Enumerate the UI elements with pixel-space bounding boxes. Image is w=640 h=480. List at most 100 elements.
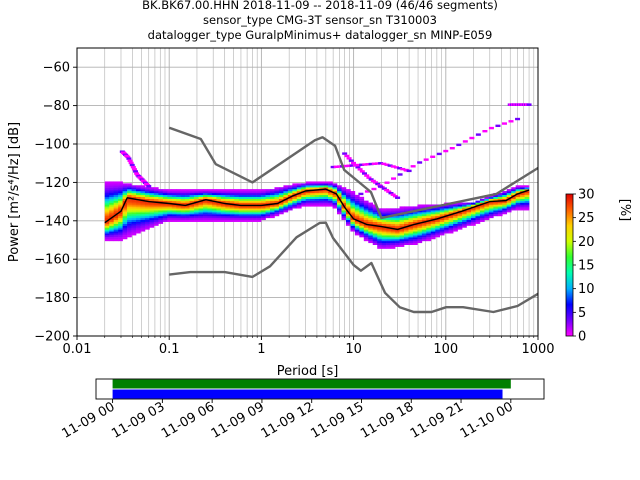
heatmap-cell [350, 194, 356, 197]
heatmap-cell [136, 196, 141, 199]
heatmap-cell [122, 237, 128, 240]
heatmap-cell [118, 231, 123, 234]
heatmap-cell [497, 208, 503, 211]
heatmap-cell [511, 196, 516, 199]
heatmap-cell [118, 198, 123, 201]
heatmap-cell [354, 214, 360, 217]
heatmap-cell [363, 212, 369, 215]
heatmap-cell [305, 187, 311, 190]
heatmap-cell [386, 223, 391, 226]
heatmap-cell [377, 231, 382, 234]
heatmap-cell [439, 221, 445, 224]
heatmap-cell [274, 210, 280, 213]
heatmap-cell [337, 204, 342, 207]
heatmap-cell [136, 210, 141, 213]
heatmap-cell [399, 244, 405, 247]
heatmap-cell [211, 191, 217, 194]
heatmap-cell [229, 214, 235, 217]
heatmap-cell [310, 200, 315, 203]
heatmap-cell [162, 214, 168, 217]
heatmap-cell [198, 206, 204, 209]
heatmap-cell [153, 214, 159, 217]
heatmap-cell [457, 214, 463, 217]
heatmap-cell [109, 239, 114, 242]
heatmap-cell [524, 202, 530, 205]
heatmap-cell [497, 192, 503, 196]
heatmap-cell [211, 210, 217, 213]
heatmap-cell [363, 210, 369, 213]
heatmap-cell [471, 204, 476, 207]
heatmap-cell [171, 191, 177, 194]
heatmap-cell [247, 206, 253, 209]
heatmap-cell [252, 208, 257, 211]
heatmap-cell [176, 204, 181, 207]
heatmap-cell [475, 214, 481, 217]
heatmap-cell [345, 194, 351, 197]
heatmap-cell [435, 219, 441, 222]
outlier-cell [488, 126, 494, 130]
heatmap-cell [153, 219, 159, 222]
heatmap-cell [144, 208, 150, 211]
heatmap-cell [140, 189, 146, 192]
heatmap-cell [104, 223, 110, 226]
heatmap-cell [412, 208, 418, 211]
heatmap-cell [149, 217, 155, 221]
heatmap-cell [104, 202, 110, 205]
heatmap-cell [404, 210, 409, 213]
heatmap-cell [194, 210, 199, 213]
outlier-cell [131, 168, 137, 171]
heatmap-cell [506, 198, 512, 201]
heatmap-cell [162, 219, 168, 222]
heatmap-cell [203, 214, 208, 217]
heatmap-cell [363, 214, 369, 217]
heatmap-cell [395, 240, 400, 244]
heatmap-cell [238, 217, 244, 221]
heatmap-cell [247, 202, 253, 205]
heatmap-cell [314, 204, 320, 207]
heatmap-cell [144, 225, 150, 228]
heatmap-cell [162, 192, 168, 196]
outlier-cell [352, 164, 358, 167]
heatmap-cell [189, 216, 195, 219]
heatmap-cell [377, 233, 382, 236]
heatmap-cell [395, 216, 400, 219]
outlier-cell [397, 173, 403, 176]
x-tick-label: 1000 [521, 342, 554, 357]
heatmap-cell [131, 221, 137, 224]
colorbar-tick-label: 15 [578, 259, 595, 274]
heatmap-cell [274, 204, 280, 207]
heatmap-cell [404, 223, 409, 226]
heatmap-cell [430, 204, 436, 207]
heatmap-cell [430, 210, 436, 213]
heatmap-cell [515, 196, 521, 199]
heatmap-cell [238, 216, 244, 219]
heatmap-cell [144, 206, 150, 209]
heatmap-cell [256, 216, 262, 219]
heatmap-cell [283, 204, 289, 207]
outlier-cell [381, 162, 387, 166]
heatmap-cell [511, 202, 516, 205]
heatmap-cell [238, 214, 244, 217]
heatmap-cell [109, 196, 114, 199]
heatmap-cell [462, 212, 467, 215]
heatmap-cell [484, 198, 490, 201]
heatmap-cell [363, 208, 369, 211]
heatmap-cell [381, 229, 387, 232]
heatmap-cell [390, 246, 396, 249]
heatmap-cell [261, 214, 266, 217]
heatmap-cell [359, 223, 365, 226]
heatmap-cell [337, 192, 342, 196]
heatmap-cell [359, 202, 365, 205]
heatmap-cell [314, 185, 320, 188]
heatmap-cell [408, 227, 414, 230]
heatmap-cell [131, 227, 137, 230]
heatmap-cell [220, 194, 226, 197]
heatmap-cell [328, 189, 333, 192]
heatmap-cell [256, 198, 262, 201]
heatmap-cell [171, 214, 177, 217]
heatmap-cell [261, 206, 266, 209]
heatmap-cell [408, 239, 414, 242]
heatmap-cell [506, 200, 512, 203]
colorbar-tick-label: 0 [578, 330, 586, 345]
heatmap-cell [122, 214, 128, 217]
